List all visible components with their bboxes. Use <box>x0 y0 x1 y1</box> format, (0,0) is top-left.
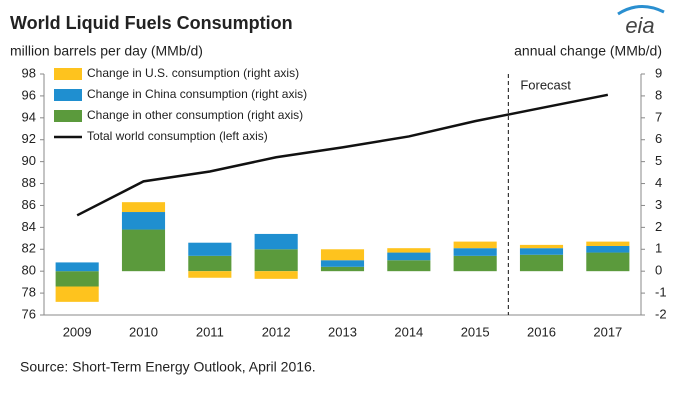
logo-text: eia <box>625 13 654 38</box>
x-tick-label: 2012 <box>262 324 291 339</box>
y-tick-label: 94 <box>22 109 36 124</box>
x-tick-label: 2014 <box>394 324 423 339</box>
y2-tick-label: 0 <box>655 263 662 278</box>
y-tick-label: 78 <box>22 285 36 300</box>
line-series <box>76 93 609 217</box>
bar-segment <box>387 260 431 272</box>
y2-axis-label: annual change (MMb/d) <box>514 43 662 59</box>
bar-segment <box>320 266 365 272</box>
bar-segment <box>519 248 564 255</box>
x-tick-label: 2009 <box>63 324 92 339</box>
bar-segment <box>121 212 166 230</box>
bar-segment <box>121 229 166 272</box>
y-tick-label: 84 <box>22 219 36 234</box>
bar-segment <box>519 254 564 272</box>
y2-tick-label: -1 <box>655 285 667 300</box>
bar-segment <box>254 271 298 279</box>
y2-tick-label: 3 <box>655 197 662 212</box>
bar-segment <box>320 260 365 267</box>
bar-segment <box>254 249 298 272</box>
y-tick-label: 96 <box>22 87 36 102</box>
y-tick-label: 88 <box>22 175 36 190</box>
x-tick-label: 2010 <box>129 324 158 339</box>
y-axis-label: million barrels per day (MMb/d) <box>10 43 203 59</box>
bar-segment <box>55 286 99 302</box>
bar-segment <box>188 271 232 278</box>
x-tick-label: 2013 <box>328 324 357 339</box>
y2-tick-label: -2 <box>655 306 667 321</box>
legend-swatch <box>54 89 82 101</box>
y-tick-label: 98 <box>22 65 36 80</box>
y-tick-label: 76 <box>22 306 36 321</box>
bar-segment <box>519 244 564 249</box>
x-tick-label: 2016 <box>527 324 556 339</box>
legend-label: Change in other consumption (right axis) <box>87 108 303 122</box>
bar-segment <box>121 202 166 213</box>
legend-label: Change in U.S. consumption (right axis) <box>87 66 299 80</box>
y-tick-label: 80 <box>22 263 36 278</box>
bar-segment <box>387 252 431 261</box>
bar-segment <box>586 245 630 253</box>
bar-segment <box>387 248 431 253</box>
logo: eia <box>617 5 665 38</box>
legend-label: Change in China consumption (right axis) <box>87 87 307 101</box>
bar-segment <box>55 262 99 272</box>
y2-tick-label: 9 <box>655 65 662 80</box>
x-tick-label: 2017 <box>593 324 622 339</box>
bar-segment <box>188 242 232 256</box>
y2-tick-label: 5 <box>655 153 662 168</box>
legend-label: Total world consumption (left axis) <box>87 129 268 143</box>
y2-tick-label: 6 <box>655 131 662 146</box>
logo-swoosh <box>617 5 665 16</box>
y2-tick-label: 2 <box>655 219 662 234</box>
y2-tick-label: 7 <box>655 109 662 124</box>
legend-swatch <box>54 110 82 122</box>
y2-tick-label: 8 <box>655 87 662 102</box>
bar-segment <box>188 255 232 272</box>
y-tick-label: 82 <box>22 241 36 256</box>
forecast-label: Forecast <box>520 77 571 92</box>
bar-segment <box>254 233 298 250</box>
bar-segment <box>586 252 630 272</box>
bar-segment <box>320 249 365 261</box>
y-tick-label: 90 <box>22 153 36 168</box>
source-note: Source: Short-Term Energy Outlook, April… <box>20 359 316 375</box>
bar-segment <box>453 248 497 256</box>
y2-tick-label: 1 <box>655 241 662 256</box>
bar-segment <box>453 241 497 249</box>
chart-title: World Liquid Fuels Consumption <box>10 13 293 33</box>
y-tick-label: 86 <box>22 197 36 212</box>
bar-segment <box>453 255 497 272</box>
y2-tick-label: 4 <box>655 175 662 190</box>
x-tick-label: 2011 <box>196 324 224 339</box>
y-tick-label: 92 <box>22 131 36 146</box>
bar-segment <box>55 271 99 287</box>
x-tick-label: 2015 <box>461 324 490 339</box>
bar-segment <box>586 241 630 246</box>
legend-swatch <box>54 68 82 80</box>
